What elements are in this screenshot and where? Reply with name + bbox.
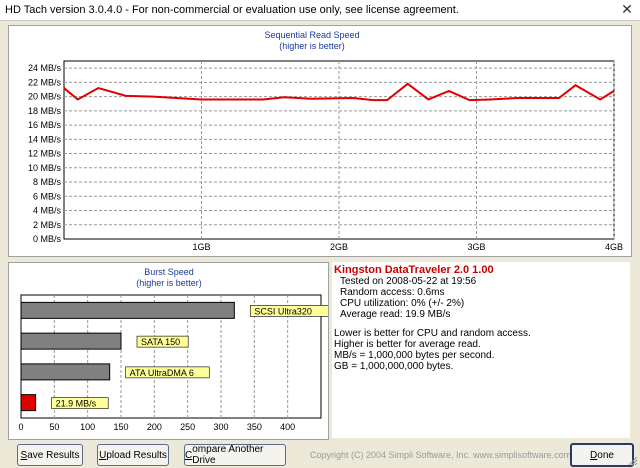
save-results-label: ave Results	[27, 449, 80, 461]
seq-xtick-label: 2GB	[330, 242, 348, 252]
note-line: Lower is better for CPU and random acces…	[334, 328, 531, 339]
done-label: one	[597, 449, 614, 461]
save-results-key: S	[20, 449, 28, 461]
seq-ytick-label: 20 MB/s	[28, 92, 62, 102]
seq-series-line	[63, 82, 615, 102]
burst-speed-chart: Burst Speed (higher is better) SCSI Ultr…	[18, 267, 329, 432]
random-access: Random access: 0.6ms	[340, 287, 445, 298]
cpu-utilization: CPU utilization: 0% (+/- 2%)	[340, 298, 465, 309]
burst-bar-label-bg	[136, 335, 189, 348]
upload-results-label: pload Results	[106, 449, 167, 461]
burst-xtick-label: 100	[80, 422, 95, 432]
sequential-read-chart: Sequential Read Speed (higher is better)…	[28, 30, 623, 252]
seq-ytick-label: 12 MB/s	[28, 149, 62, 159]
seq-ytick-label: 4 MB/s	[33, 206, 62, 216]
seq-ytick-label: 6 MB/s	[33, 191, 62, 201]
seq-ytick-label: 14 MB/s	[28, 134, 62, 144]
compare-drive-label: ompare Another Drive	[192, 444, 264, 466]
done-key: D	[590, 449, 598, 461]
burst-bar	[20, 394, 37, 412]
note-line: GB = 1,000,000,000 bytes.	[334, 361, 454, 372]
title-bar: HD Tach version 3.0.4.0 - For non-commer…	[0, 0, 640, 21]
burst-xtick-label: 350	[247, 422, 262, 432]
seq-ytick-label: 18 MB/s	[28, 106, 62, 116]
window-title: HD Tach version 3.0.4.0 - For non-commer…	[5, 4, 459, 16]
tested-on: Tested on 2008-05-22 at 19:56	[340, 276, 477, 287]
resize-grip-icon[interactable]	[628, 456, 638, 466]
seq-plot-area	[63, 60, 615, 240]
note-line: MB/s = 1,000,000 bytes per second.	[334, 350, 495, 361]
drive-info-panel: Kingston DataTraveler 2.0 1.00 Tested on…	[332, 262, 630, 438]
sequential-read-panel: Sequential Read Speed (higher is better)…	[8, 25, 632, 257]
copyright-text: Copyright (C) 2004 Simpli Software, Inc.…	[310, 450, 572, 460]
note-line: Higher is better for average read.	[334, 339, 481, 350]
burst-bar-label-bg	[51, 397, 109, 409]
seq-xtick-label: 1GB	[192, 242, 210, 252]
burst-bar-label: SATA 150	[141, 337, 180, 347]
burst-speed-panel: Burst Speed (higher is better) SCSI Ultr…	[8, 262, 329, 440]
seq-ytick-label: 2 MB/s	[33, 220, 62, 230]
upload-results-key: U	[99, 449, 107, 461]
seq-xtick-label: 4GB	[605, 242, 623, 252]
burst-chart-subtitle: (higher is better)	[136, 278, 202, 288]
seq-xtick-label: 3GB	[467, 242, 485, 252]
seq-chart-title: Sequential Read Speed	[264, 30, 359, 40]
seq-ytick-label: 8 MB/s	[33, 177, 62, 187]
burst-bar-label: 21.9 MB/s	[56, 399, 97, 409]
burst-xtick-label: 400	[280, 422, 295, 432]
burst-bar-label: SCSI Ultra320	[254, 306, 312, 316]
burst-xtick-label: 300	[213, 422, 228, 432]
burst-chart-title: Burst Speed	[144, 267, 194, 277]
burst-bar-label-bg	[125, 366, 210, 379]
drive-name: Kingston DataTraveler 2.0 1.00	[334, 264, 494, 276]
burst-bar-label: ATA UltraDMA 6	[130, 368, 194, 378]
average-read: Average read: 19.9 MB/s	[340, 309, 451, 320]
burst-bar	[20, 301, 235, 319]
burst-xtick-label: 250	[180, 422, 195, 432]
seq-chart-subtitle: (higher is better)	[279, 41, 345, 51]
seq-ytick-label: 16 MB/s	[28, 120, 62, 130]
seq-ytick-label: 10 MB/s	[28, 163, 62, 173]
close-icon[interactable]: ✕	[621, 1, 633, 17]
burst-xtick-label: 150	[113, 422, 128, 432]
burst-bar	[20, 332, 122, 350]
compare-drive-key: C	[185, 449, 193, 461]
burst-bar	[20, 363, 111, 381]
burst-xtick-label: 0	[18, 422, 23, 432]
seq-ytick-label: 0 MB/s	[33, 234, 62, 244]
seq-ytick-label: 22 MB/s	[28, 77, 62, 87]
burst-xtick-label: 200	[147, 422, 162, 432]
seq-ytick-label: 24 MB/s	[28, 63, 62, 73]
burst-xtick-label: 50	[49, 422, 59, 432]
